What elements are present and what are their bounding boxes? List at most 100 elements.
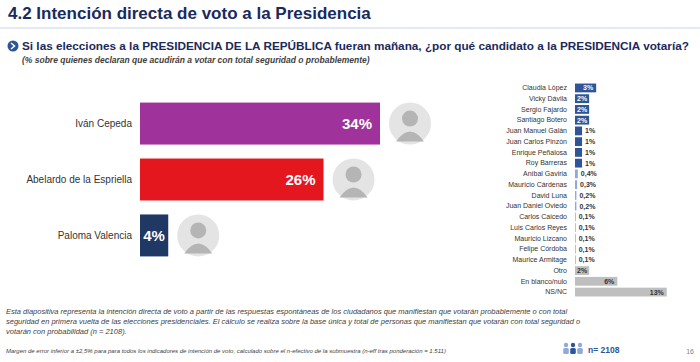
data-label: 0,2% [579,192,596,200]
chart: Claudia LópezVicky DávilaSergio FajardoS… [506,84,667,297]
bar [575,223,576,232]
photo-body [396,132,424,142]
category-label: Paloma Valencia [58,230,133,241]
data-label: 0,2% [579,203,596,211]
category-label: Juan Manuel Galán [506,127,567,134]
bar [575,255,576,264]
category-tick: Aníbal Gaviria [523,170,567,177]
category-label: Carlos Caicedo [519,213,567,220]
category-tick: Otro [553,267,567,274]
category-tick: En blanco/nulo [521,278,567,285]
icon-head [571,343,575,347]
category-tick: Mauricio Cárdenas [508,181,567,188]
category-tick: Vicky Dávila [529,95,567,103]
category-tick: Juan Carlos Pinzón [506,138,567,145]
data-label: 0,1% [579,224,596,232]
footnote: seguridad en primera vuelta de las elecc… [6,317,580,326]
bullet-icon [8,41,19,52]
bar [575,137,582,146]
sample-size: n= 2108 [588,345,620,355]
photo [388,102,432,146]
data-label: 26% [285,171,315,188]
category-tick: Maurice Armitage [513,256,568,264]
category-tick: Juan Daniel Oviedo [506,202,567,209]
category-label: Juan Daniel Oviedo [506,202,567,209]
photo-frame [332,158,376,202]
category-label: En blanco/nulo [521,278,567,285]
title-rule [0,28,700,29]
category-label: Vicky Dávila [529,95,567,103]
data-label: 3% [583,84,594,91]
data-label: 0,3% [580,181,597,189]
category-label: Otro [553,267,567,274]
data-label: 2% [577,267,588,274]
category-label: Sergio Fajardo [521,106,567,114]
category-tick: Luis Carlos Reyes [510,224,567,232]
photo-head [346,167,362,183]
icon-body [577,348,583,354]
data-label: 1% [585,149,596,156]
category-label: Iván Cepeda [75,118,132,129]
category-tick: Enrique Peñalosa [512,149,567,157]
category-tick: Juan Manuel Galán [506,127,567,134]
bar [140,214,168,256]
bar [140,159,324,201]
bar [575,288,667,297]
category-tick: Carlos Caicedo [519,213,567,220]
category-label: Roy Barreras [526,159,568,167]
icon-head [578,343,582,347]
photos [176,102,432,258]
bar [575,191,576,200]
data-label: 0,1% [579,235,596,243]
bar [140,103,380,145]
photo-head [402,111,418,127]
category-tick: David Luna [532,192,568,199]
category-label: NS/NC [545,288,567,295]
category-label: David Luna [532,192,568,199]
category-label: Abelardo de la Espriella [26,174,132,185]
photo-body [340,188,368,198]
category-label: Claudia López [522,84,567,92]
category-axis: Iván Cepeda Abelardo de la Espriella Palom… [26,118,132,241]
bar [575,234,576,243]
icon-body [570,348,576,354]
category-label: Enrique Peñalosa [512,149,567,157]
bar [575,148,582,157]
data-label: 1% [585,138,596,145]
photo [176,213,220,257]
category-label: Mauricio Cárdenas [508,181,567,188]
data-label: 1% [585,160,596,167]
photo [332,158,376,202]
data-label: 0,4% [581,170,598,178]
bar [575,180,577,189]
photo-head [190,222,206,238]
footnote: votarán con probabilidad (n = 2108). [6,327,127,336]
category-tick: Mauricio Lizcano [514,235,567,242]
photo-frame [388,102,432,146]
page-number: 16 [686,348,694,355]
bar [575,212,576,221]
data-label: 6% [604,278,615,285]
sample-icon [563,343,583,354]
bar [575,169,578,178]
data-label: 2% [577,117,588,124]
category-label: Maurice Armitage [513,256,568,264]
bar [575,116,589,125]
category-tick: Iván Cepeda [75,118,132,129]
data-labels: 34%26%4% [143,115,372,244]
title: 4.2 Intención directa de voto a la Presi… [8,4,371,23]
icon-body [563,348,569,354]
photo-body [184,243,212,253]
bar [575,245,576,254]
category-tick: Roy Barreras [526,159,568,167]
photo-frame [176,213,220,257]
category-label: Luis Carlos Reyes [510,224,567,232]
data-label: 34% [342,115,372,132]
category-label: Mauricio Lizcano [514,235,567,242]
bar [575,266,589,275]
question: Si las elecciones a la PRESIDENCIA DE LA… [22,39,689,53]
data-label: 2% [577,95,588,102]
bar [575,105,589,114]
category-label: Aníbal Gaviria [523,170,567,177]
bar [575,94,589,103]
